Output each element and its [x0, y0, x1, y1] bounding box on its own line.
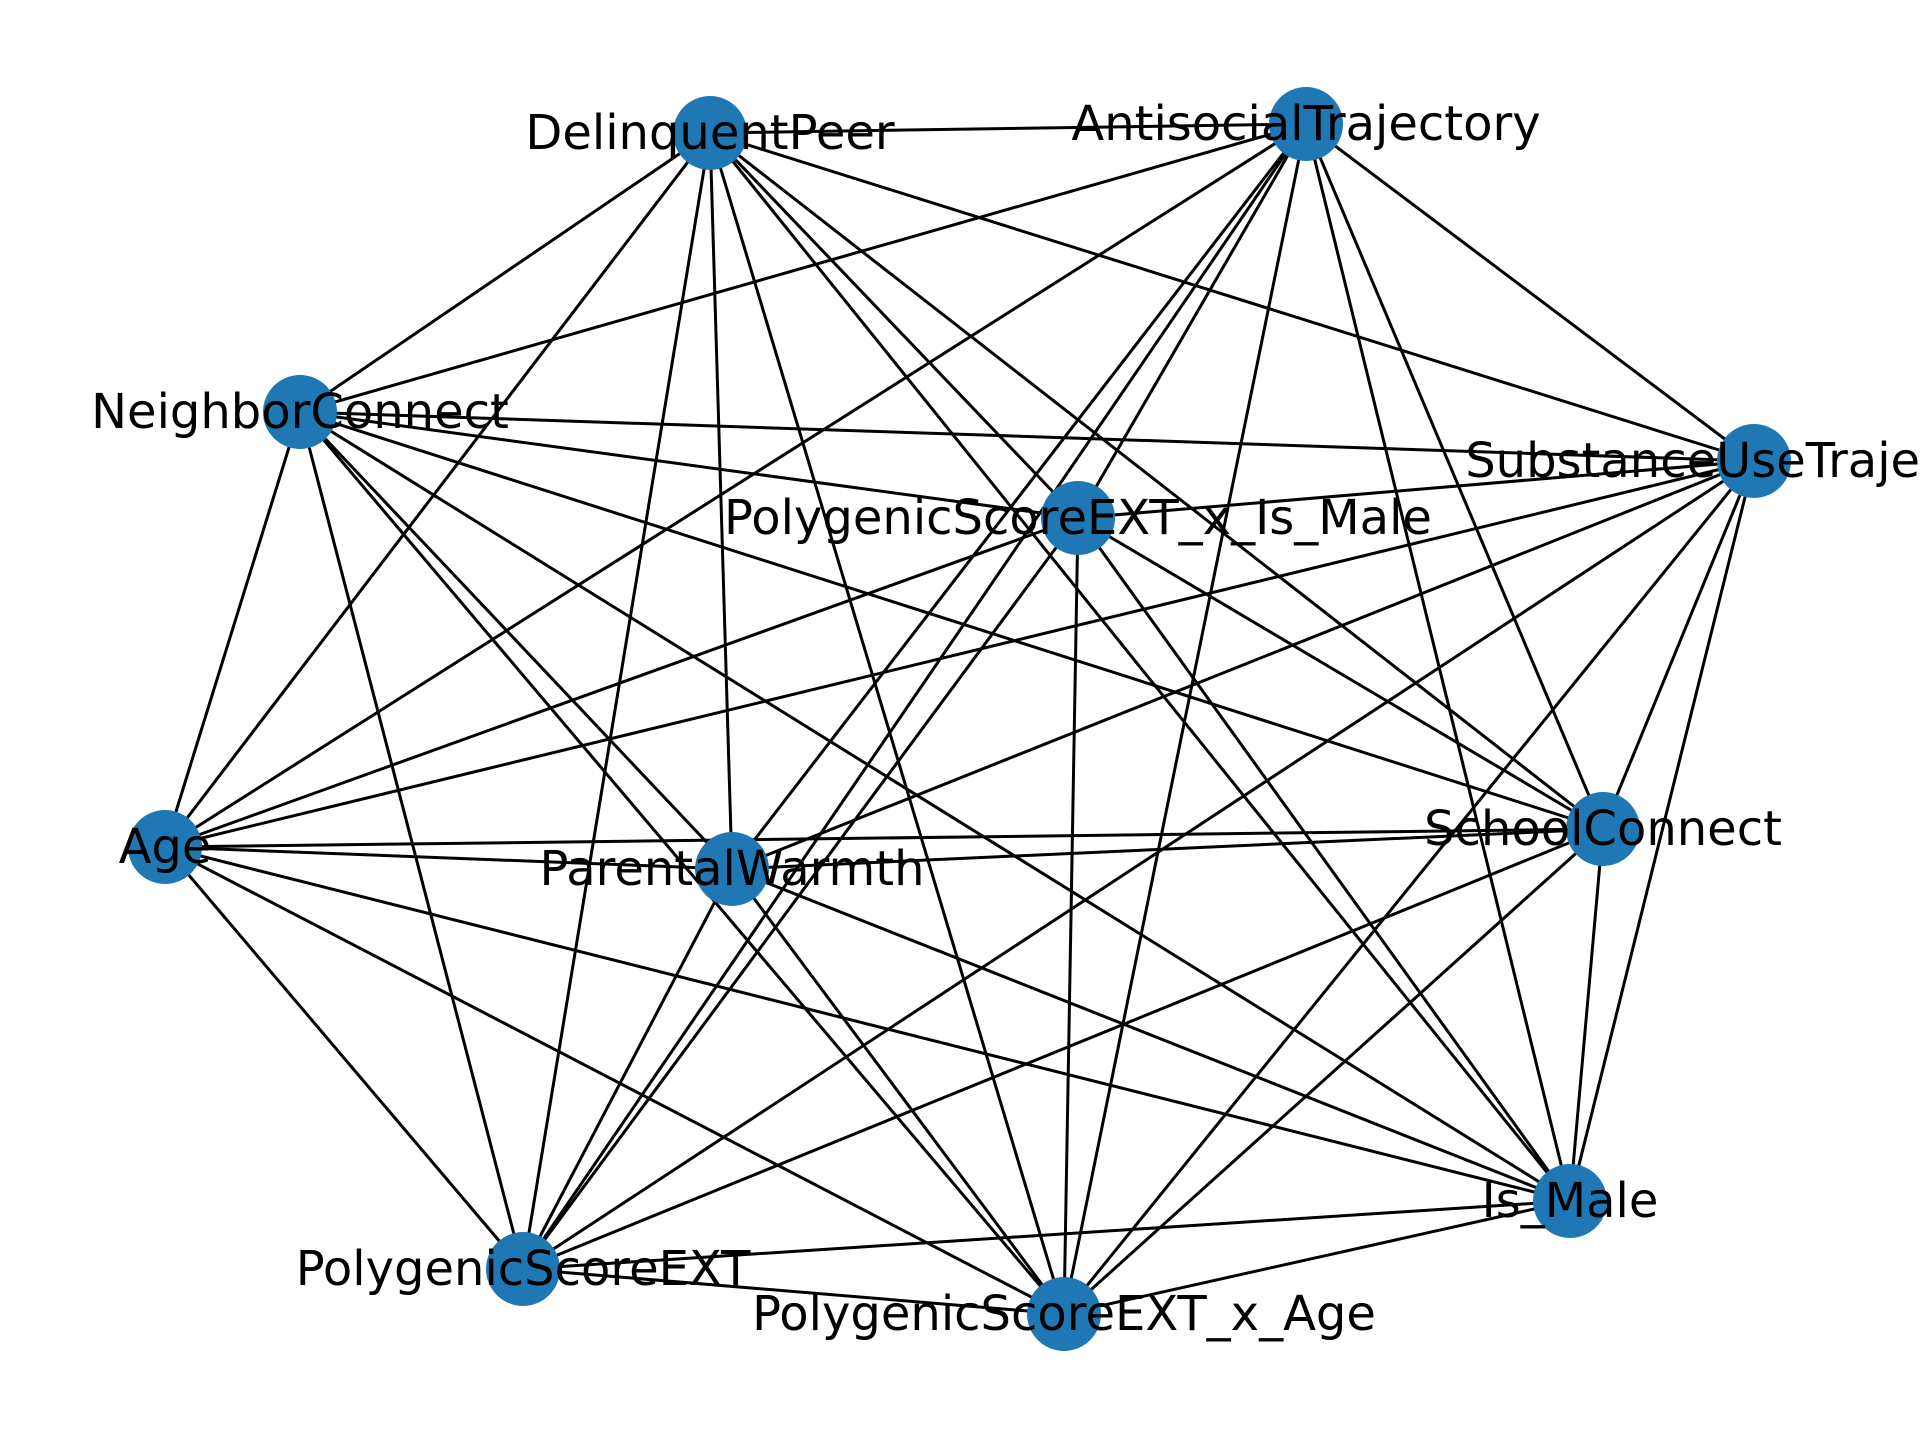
edge-delinquentpeer-to-neighborconnect	[299, 131, 711, 414]
edge-polygenicscoreext-to-polygenicscoreext-x-age	[522, 1267, 1065, 1316]
node-is-male	[1533, 1164, 1607, 1238]
node-age	[128, 810, 202, 884]
node-label-parentalwarmth: ParentalWarmth	[539, 841, 924, 897]
edge-antisocialtrajectory-to-neighborconnect	[299, 122, 1307, 414]
edge-substanceusetrajectory-to-is-male	[1568, 460, 1756, 1202]
edge-schoolconnect-to-polygenicscoreext	[522, 827, 1604, 1271]
edge-polygenicscoreext-x-is-male-to-polygenicscoreext-x-age	[1062, 517, 1080, 1315]
node-neighborconnect	[263, 375, 337, 449]
node-delinquentpeer	[673, 96, 747, 170]
edge-delinquentpeer-to-parentalwarmth	[708, 132, 734, 870]
node-label-polygenicscoreext: PolygenicScoreEXT	[296, 1241, 751, 1297]
node-label-substanceusetrajectory: SubstanceUseTrajectory	[1465, 433, 1920, 489]
node-label-schoolconnect: SchoolConnect	[1424, 801, 1782, 857]
edge-schoolconnect-to-polygenicscoreext-x-age	[1062, 827, 1605, 1316]
node-polygenicscoreext	[486, 1232, 560, 1306]
edge-polygenicscoreext-x-is-male-to-age	[164, 516, 1079, 849]
node-parentalwarmth	[695, 832, 769, 906]
edge-age-to-parentalwarmth	[164, 845, 733, 871]
edge-delinquentpeer-to-substanceusetrajectory	[709, 131, 1755, 463]
node-label-polygenicscoreext-x-age: PolygenicScoreEXT_x_Age	[752, 1286, 1376, 1342]
edge-substanceusetrajectory-to-polygenicscoreext-x-age	[1062, 460, 1756, 1315]
edge-substanceusetrajectory-to-polygenicscoreext-x-is-male	[1077, 459, 1755, 520]
edge-neighborconnect-to-schoolconnect	[299, 410, 1604, 831]
edge-delinquentpeer-to-antisocialtrajectory	[709, 122, 1307, 135]
edge-neighborconnect-to-polygenicscoreext-x-is-male	[299, 410, 1079, 520]
edge-age-to-polygenicscoreext-x-age	[164, 845, 1065, 1316]
edge-polygenicscoreext-x-is-male-to-polygenicscoreext	[521, 517, 1080, 1270]
edge-substanceusetrajectory-to-age	[164, 459, 1755, 849]
node-label-age: Age	[119, 819, 212, 875]
node-label-is-male: Is_Male	[1482, 1173, 1659, 1229]
label-layer: DelinquentPeer AntisocialTrajectory Neighb…	[91, 96, 1920, 1342]
edge-layer	[163, 122, 1756, 1316]
edge-substanceusetrajectory-to-parentalwarmth	[731, 459, 1755, 871]
edge-neighborconnect-to-polygenicscoreext-x-age	[298, 411, 1066, 1315]
edge-is-male-to-polygenicscoreext	[522, 1199, 1571, 1271]
node-layer	[128, 87, 1791, 1351]
edge-neighborconnect-to-is-male	[299, 410, 1571, 1203]
edge-schoolconnect-to-is-male	[1568, 828, 1605, 1202]
node-label-polygenicscoreext-x-is-male: PolygenicScoreEXT_x_Is_Male	[724, 490, 1432, 546]
edge-neighborconnect-to-polygenicscoreext	[298, 411, 525, 1270]
edge-antisocialtrajectory-to-polygenicscoreext-x-age	[1062, 123, 1308, 1315]
edge-polygenicscoreext-x-is-male-to-is-male	[1076, 517, 1572, 1202]
edge-neighborconnect-to-substanceusetrajectory	[299, 410, 1755, 463]
edge-delinquentpeer-to-polygenicscoreext-x-age	[708, 132, 1066, 1315]
edge-substanceusetrajectory-to-polygenicscoreext	[522, 459, 1755, 1271]
edge-antisocialtrajectory-to-age	[164, 122, 1307, 849]
edge-antisocialtrajectory-to-schoolconnect	[1304, 123, 1605, 830]
edge-delinquentpeer-to-age	[163, 132, 712, 848]
edge-antisocialtrajectory-to-is-male	[1304, 123, 1572, 1202]
edge-delinquentpeer-to-schoolconnect	[709, 131, 1604, 831]
edge-delinquentpeer-to-polygenicscoreext	[521, 132, 712, 1270]
edge-delinquentpeer-to-polygenicscoreext-x-is-male	[708, 131, 1080, 520]
edge-age-to-is-male	[164, 845, 1571, 1203]
edge-delinquentpeer-to-is-male	[708, 132, 1572, 1202]
edge-is-male-to-polygenicscoreext-x-age	[1063, 1199, 1571, 1316]
edge-antisocialtrajectory-to-polygenicscoreext-x-is-male	[1076, 123, 1308, 519]
edge-parentalwarmth-to-schoolconnect	[731, 827, 1604, 871]
node-label-delinquentpeer: DelinquentPeer	[525, 105, 895, 161]
node-polygenicscoreext-x-is-male	[1041, 481, 1115, 555]
edge-parentalwarmth-to-polygenicscoreext	[521, 868, 734, 1270]
node-schoolconnect	[1566, 792, 1640, 866]
node-polygenicscoreext-x-age	[1027, 1277, 1101, 1351]
edge-antisocialtrajectory-to-parentalwarmth	[730, 123, 1308, 870]
edge-age-to-schoolconnect	[164, 827, 1604, 849]
edge-neighborconnect-to-parentalwarmth	[298, 410, 734, 871]
edge-substanceusetrajectory-to-schoolconnect	[1601, 460, 1756, 830]
edge-parentalwarmth-to-is-male	[731, 867, 1571, 1203]
edge-age-to-polygenicscoreext	[163, 846, 525, 1270]
node-label-antisocialtrajectory: AntisocialTrajectory	[1071, 96, 1540, 152]
edge-antisocialtrajectory-to-polygenicscoreext	[521, 123, 1308, 1270]
edge-polygenicscoreext-x-is-male-to-schoolconnect	[1077, 516, 1604, 831]
edge-parentalwarmth-to-polygenicscoreext-x-age	[730, 868, 1066, 1315]
node-antisocialtrajectory	[1269, 87, 1343, 161]
node-substanceusetrajectory	[1717, 424, 1791, 498]
edge-neighborconnect-to-age	[163, 411, 302, 848]
node-label-neighborconnect: NeighborConnect	[91, 384, 509, 440]
edge-antisocialtrajectory-to-substanceusetrajectory	[1305, 122, 1755, 463]
